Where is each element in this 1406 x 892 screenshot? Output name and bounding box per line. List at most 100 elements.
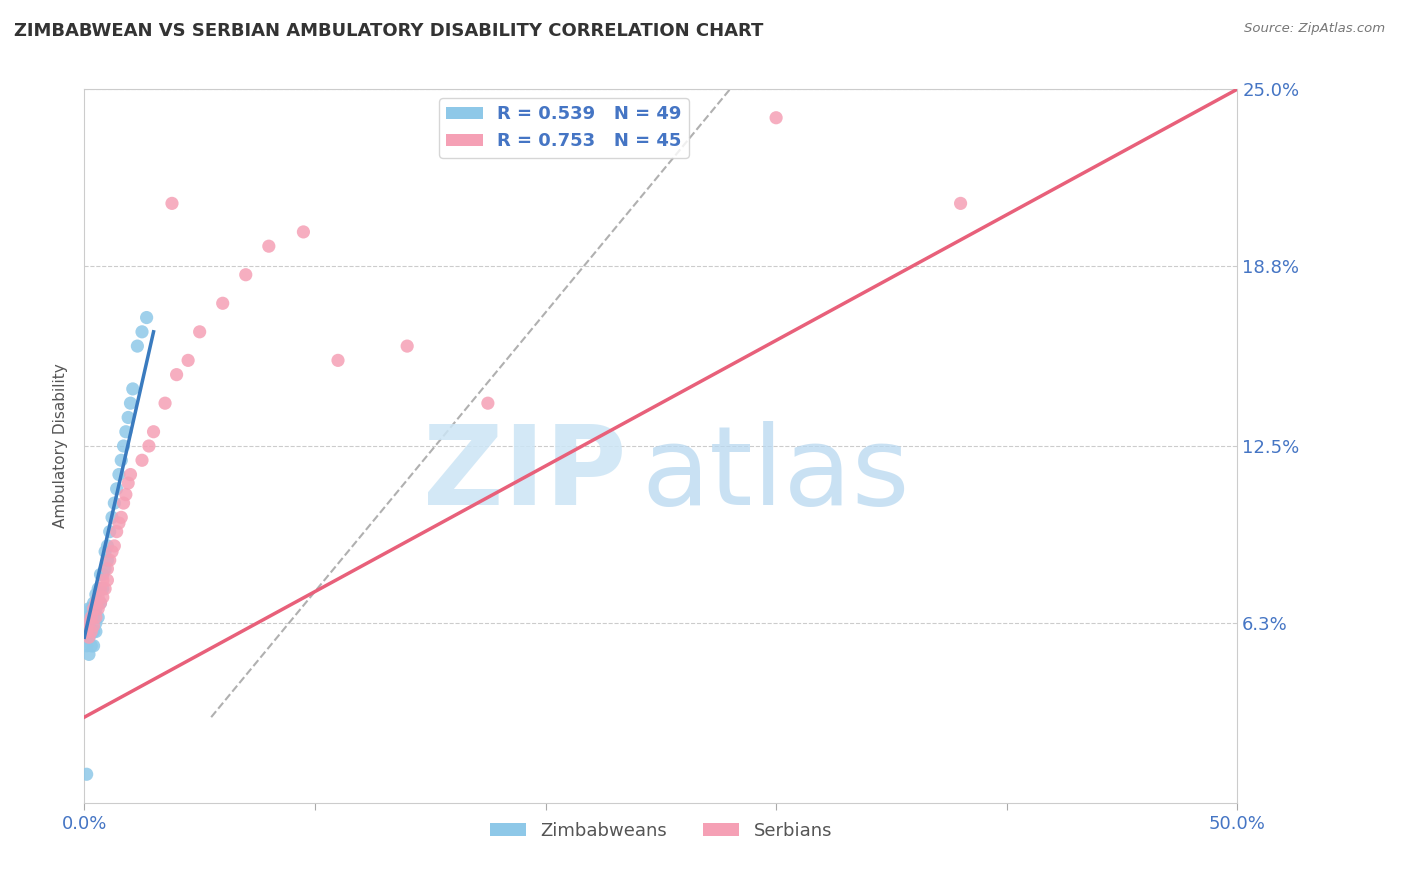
Point bbox=[87, 591, 110, 605]
Point bbox=[96, 539, 118, 553]
Point bbox=[160, 196, 183, 211]
Point bbox=[80, 610, 103, 624]
Point bbox=[77, 630, 100, 644]
Point bbox=[110, 510, 132, 524]
Legend: Zimbabweans, Serbians: Zimbabweans, Serbians bbox=[482, 815, 839, 847]
Point bbox=[76, 615, 98, 630]
Point bbox=[131, 325, 153, 339]
Point bbox=[115, 487, 138, 501]
Point bbox=[326, 353, 349, 368]
Point bbox=[76, 624, 98, 639]
Point bbox=[108, 516, 131, 530]
Point bbox=[91, 573, 114, 587]
Point bbox=[166, 368, 188, 382]
Point bbox=[235, 268, 257, 282]
Point bbox=[396, 339, 419, 353]
Point bbox=[84, 587, 107, 601]
Point bbox=[77, 648, 100, 662]
Point bbox=[89, 582, 111, 596]
Point bbox=[103, 539, 125, 553]
Point bbox=[211, 296, 233, 310]
Point bbox=[120, 396, 142, 410]
Point bbox=[477, 396, 499, 410]
Point bbox=[91, 591, 114, 605]
Point bbox=[110, 453, 132, 467]
Point bbox=[94, 544, 117, 558]
Point bbox=[80, 639, 103, 653]
Text: atlas: atlas bbox=[643, 421, 910, 528]
Point bbox=[292, 225, 315, 239]
Point bbox=[121, 382, 143, 396]
Point bbox=[101, 544, 124, 558]
Point bbox=[89, 596, 111, 610]
Point bbox=[188, 325, 211, 339]
Point bbox=[112, 439, 135, 453]
Point bbox=[138, 439, 160, 453]
Text: ZIP: ZIP bbox=[423, 421, 626, 528]
Point bbox=[96, 553, 118, 567]
Point bbox=[91, 582, 114, 596]
Point bbox=[83, 639, 105, 653]
Point bbox=[84, 624, 107, 639]
Point bbox=[120, 467, 142, 482]
Point bbox=[83, 619, 105, 633]
Point bbox=[135, 310, 157, 325]
Text: Source: ZipAtlas.com: Source: ZipAtlas.com bbox=[1244, 22, 1385, 36]
Point bbox=[80, 624, 103, 639]
Point bbox=[77, 615, 100, 630]
Point bbox=[89, 596, 111, 610]
Point bbox=[76, 610, 98, 624]
Point bbox=[83, 596, 105, 610]
Point bbox=[80, 610, 103, 624]
Point bbox=[76, 767, 98, 781]
Point bbox=[77, 610, 100, 624]
Point bbox=[91, 567, 114, 582]
Point bbox=[87, 596, 110, 610]
Point bbox=[177, 353, 200, 368]
Point bbox=[101, 510, 124, 524]
Point bbox=[103, 496, 125, 510]
Point bbox=[142, 425, 165, 439]
Point bbox=[127, 339, 149, 353]
Point bbox=[112, 496, 135, 510]
Point bbox=[83, 624, 105, 639]
Point bbox=[117, 410, 139, 425]
Point bbox=[765, 111, 787, 125]
Point bbox=[153, 396, 176, 410]
Point bbox=[76, 639, 98, 653]
Point bbox=[77, 630, 100, 644]
Point bbox=[84, 615, 107, 630]
Point bbox=[87, 610, 110, 624]
Point bbox=[80, 601, 103, 615]
Point bbox=[117, 476, 139, 491]
Y-axis label: Ambulatory Disability: Ambulatory Disability bbox=[53, 364, 69, 528]
Point bbox=[115, 425, 138, 439]
Point bbox=[84, 610, 107, 624]
Point bbox=[80, 624, 103, 639]
Point bbox=[89, 582, 111, 596]
Point bbox=[89, 567, 111, 582]
Point bbox=[84, 596, 107, 610]
Text: ZIMBABWEAN VS SERBIAN AMBULATORY DISABILITY CORRELATION CHART: ZIMBABWEAN VS SERBIAN AMBULATORY DISABIL… bbox=[14, 22, 763, 40]
Point bbox=[131, 453, 153, 467]
Point bbox=[108, 467, 131, 482]
Point bbox=[83, 610, 105, 624]
Point bbox=[77, 601, 100, 615]
Point bbox=[87, 601, 110, 615]
Point bbox=[257, 239, 280, 253]
Point bbox=[76, 624, 98, 639]
Point bbox=[98, 524, 121, 539]
Point bbox=[96, 573, 118, 587]
Point bbox=[84, 601, 107, 615]
Point bbox=[83, 601, 105, 615]
Point bbox=[949, 196, 972, 211]
Point bbox=[87, 582, 110, 596]
Point bbox=[94, 562, 117, 576]
Point bbox=[76, 630, 98, 644]
Point bbox=[96, 562, 118, 576]
Point bbox=[105, 482, 128, 496]
Point bbox=[77, 619, 100, 633]
Point bbox=[98, 553, 121, 567]
Point bbox=[94, 582, 117, 596]
Point bbox=[105, 524, 128, 539]
